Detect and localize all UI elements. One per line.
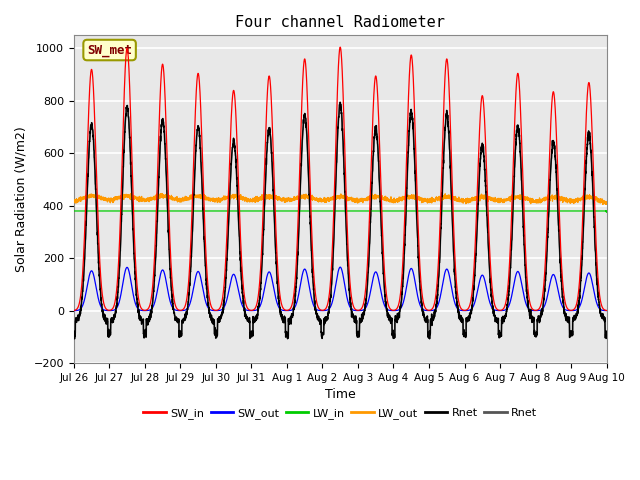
Legend: SW_in, SW_out, LW_in, LW_out, Rnet, Rnet: SW_in, SW_out, LW_in, LW_out, Rnet, Rnet (139, 403, 541, 423)
Title: Four channel Radiometer: Four channel Radiometer (236, 15, 445, 30)
Y-axis label: Solar Radiation (W/m2): Solar Radiation (W/m2) (15, 126, 28, 272)
X-axis label: Time: Time (325, 388, 356, 401)
Text: SW_met: SW_met (87, 44, 132, 57)
